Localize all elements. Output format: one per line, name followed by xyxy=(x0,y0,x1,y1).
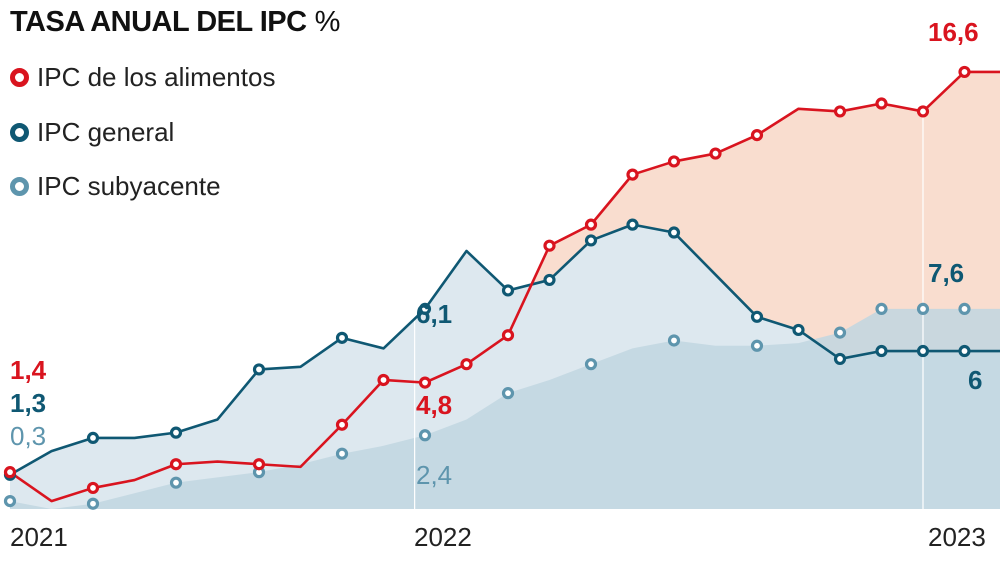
point-food-2022-01 xyxy=(501,329,515,342)
point-general-2022-03 xyxy=(584,234,598,247)
legend-item-general: IPC general xyxy=(10,117,174,148)
point-general-2021-11 xyxy=(418,302,432,315)
legend-label-general: IPC general xyxy=(37,117,175,147)
point-food-2022-09 xyxy=(833,105,847,118)
legend-marker-core-icon xyxy=(10,177,29,196)
point-food-2022-10 xyxy=(875,97,888,110)
point-general-2022-05 xyxy=(667,226,681,239)
point-core-2021-01 xyxy=(3,495,17,508)
point-core-2022-01 xyxy=(501,387,515,400)
label-general-end: 6 xyxy=(968,365,983,395)
legend-label-core: IPC subyacente xyxy=(37,171,221,201)
point-general-2021-03 xyxy=(86,431,100,445)
point-core-2021-11 xyxy=(418,429,432,442)
point-food-2021-01 xyxy=(3,466,17,479)
label-core-start: 0,3 xyxy=(10,421,47,451)
point-general-2022-08 xyxy=(792,323,805,337)
point-general-2022-01 xyxy=(501,284,515,297)
point-food-2022-02 xyxy=(543,239,556,252)
legend-marker-general-icon xyxy=(10,123,29,142)
point-general-2021-09 xyxy=(335,331,349,344)
point-food-2022-05 xyxy=(667,155,681,168)
point-core-2022-03 xyxy=(584,358,598,371)
legend-label-food: IPC de los alimentos xyxy=(37,62,276,92)
point-food-2022-07 xyxy=(750,129,764,142)
point-general-2022-11 xyxy=(916,344,930,358)
point-general-2022-12 xyxy=(958,344,971,358)
point-food-2022-12 xyxy=(958,65,971,79)
point-food-2021-12 xyxy=(460,358,473,371)
label-core-2022: 2,4 xyxy=(416,460,453,490)
legend-item-food: IPC de los alimentos xyxy=(10,62,275,93)
point-core-2022-11 xyxy=(916,302,930,315)
area-fills xyxy=(10,71,1000,509)
point-food-2021-07 xyxy=(252,458,266,471)
point-core-2022-12 xyxy=(958,302,971,315)
point-general-2022-04 xyxy=(626,218,639,231)
label-food-2022: 4,8 xyxy=(416,390,453,420)
label-food-start: 1,4 xyxy=(10,355,47,385)
point-general-2022-09 xyxy=(833,352,847,366)
point-food-2021-03 xyxy=(86,481,100,495)
point-general-2022-10 xyxy=(875,344,888,358)
point-food-2022-06 xyxy=(709,147,722,160)
point-core-2021-05 xyxy=(169,476,183,489)
point-general-2022-07 xyxy=(750,310,764,323)
x-tick-2021: 2021 xyxy=(10,522,68,552)
point-core-2022-10 xyxy=(875,302,888,315)
point-food-2022-11 xyxy=(916,105,930,118)
label-general-start: 1,3 xyxy=(10,388,47,418)
point-general-2021-07 xyxy=(252,363,266,376)
chart-title: TASA ANUAL DEL IPC % xyxy=(10,6,341,38)
point-food-2021-10 xyxy=(377,373,390,387)
point-general-2022-02 xyxy=(543,273,556,287)
point-food-2022-03 xyxy=(584,218,598,231)
point-food-2021-11 xyxy=(418,376,432,389)
point-core-2021-03 xyxy=(86,497,100,510)
series-markers xyxy=(3,65,971,510)
x-tick-2023: 2023 xyxy=(928,522,986,552)
legend-item-core: IPC subyacente xyxy=(10,171,221,202)
point-food-2021-05 xyxy=(169,458,183,471)
point-food-2021-09 xyxy=(335,418,349,431)
label-core-end: 7,6 xyxy=(928,258,965,288)
label-general-2022: 6,1 xyxy=(416,299,453,329)
point-core-2022-07 xyxy=(750,339,764,352)
point-general-2021-05 xyxy=(169,426,183,439)
point-core-2022-09 xyxy=(833,326,847,339)
label-food-end: 16,6 xyxy=(928,17,979,47)
legend-marker-food-icon xyxy=(10,68,29,87)
area-core xyxy=(10,308,1000,509)
point-core-2021-09 xyxy=(335,447,349,460)
x-tick-2022: 2022 xyxy=(414,522,472,552)
point-food-2022-04 xyxy=(626,168,639,181)
point-core-2022-05 xyxy=(667,334,681,347)
